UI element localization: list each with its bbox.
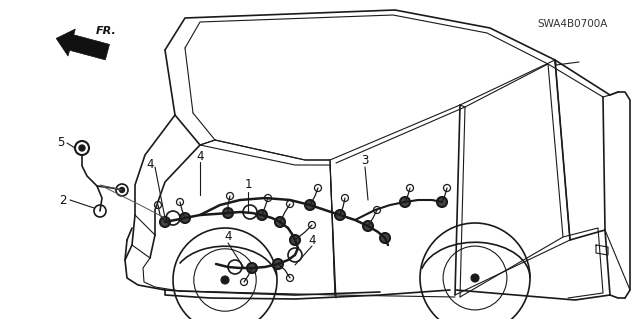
Text: 3: 3 [362,153,369,167]
Polygon shape [56,29,109,60]
Circle shape [471,274,479,282]
Circle shape [363,221,373,231]
Text: 4: 4 [308,234,316,247]
Text: 1: 1 [244,179,252,191]
Circle shape [305,200,315,210]
Circle shape [275,217,285,227]
Text: 5: 5 [58,137,65,150]
Circle shape [380,233,390,243]
Circle shape [400,197,410,207]
Circle shape [437,197,447,207]
Text: FR.: FR. [95,26,116,36]
Circle shape [247,263,257,273]
Text: 4: 4 [147,159,154,172]
Text: 4: 4 [224,231,232,243]
Circle shape [223,208,233,218]
Circle shape [335,210,345,220]
Circle shape [290,235,300,245]
Circle shape [120,188,125,192]
Circle shape [160,217,170,227]
Text: SWA4B0700A: SWA4B0700A [538,19,608,29]
Circle shape [221,276,229,284]
Circle shape [79,145,85,151]
Circle shape [273,259,283,269]
Text: 4: 4 [196,150,204,162]
Circle shape [257,210,267,220]
Text: 2: 2 [60,194,67,206]
Circle shape [180,213,190,223]
